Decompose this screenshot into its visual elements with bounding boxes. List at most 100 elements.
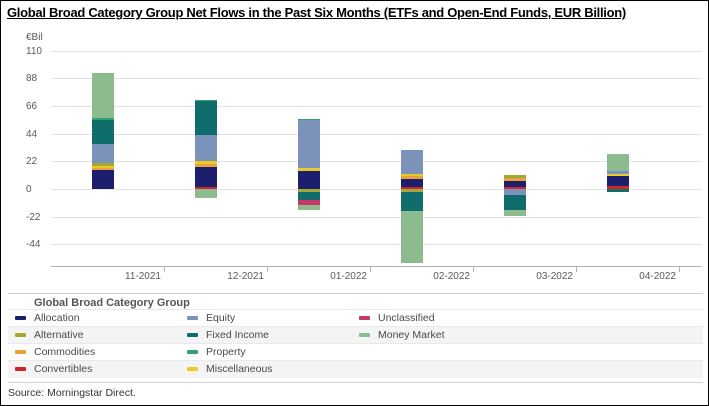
- bar-segment-money-market: [607, 154, 629, 172]
- y-axis-tick-label: 22: [26, 156, 38, 168]
- bar-segment-money-market: [195, 189, 217, 198]
- y-axis-tick-label: 110: [26, 45, 42, 57]
- bar-segment-commodities: [195, 163, 217, 167]
- y-axis-tick-label: 44: [26, 128, 38, 140]
- bar-segment-equity: [607, 171, 629, 174]
- legend-label: Equity: [206, 312, 236, 324]
- bar-segment-commodities: [92, 168, 114, 171]
- bar-segment-money-market: [401, 211, 423, 264]
- bar-segment-fixed-income: [298, 192, 320, 201]
- x-axis-tick: [267, 267, 268, 272]
- bar-segment-alternative: [401, 189, 423, 192]
- gridline: [51, 78, 702, 80]
- bar-segment-miscellaneous: [298, 168, 320, 172]
- bar-segment-money-market: [504, 210, 526, 217]
- y-axis-tick-label: 66: [26, 100, 38, 112]
- bar-segment-fixed-income: [504, 194, 526, 211]
- bar-segment-money-market: [92, 72, 114, 119]
- gridline: [51, 216, 702, 218]
- gridline: [51, 105, 702, 107]
- x-axis-tick: [370, 267, 371, 272]
- legend-swatch-convertibles: [15, 367, 26, 371]
- bar-segment-unclassified: [298, 200, 320, 205]
- bar-segment-fixed-income: [92, 120, 114, 145]
- legend-label: Unclassified: [378, 312, 435, 324]
- bar-segment-convertibles: [195, 187, 217, 189]
- x-axis-tick: [679, 267, 680, 272]
- x-axis-label: 03-2022: [536, 271, 573, 282]
- bar-segment-allocation: [504, 180, 526, 188]
- legend-label: Property: [206, 346, 246, 358]
- chart-title: Global Broad Category Group Net Flows in…: [7, 5, 626, 20]
- gridline: [51, 189, 702, 190]
- bar-segment-property: [195, 99, 217, 102]
- bar-segment-convertibles: [401, 187, 423, 189]
- bar-segment-alternative: [298, 189, 320, 193]
- bar-segment-miscellaneous: [195, 160, 217, 164]
- bar-segment-miscellaneous: [607, 173, 629, 177]
- legend-label: Money Market: [378, 329, 445, 341]
- bar-segment-allocation: [195, 166, 217, 188]
- bar-segment-miscellaneous: [401, 173, 423, 176]
- y-axis-unit-label: €Bil: [26, 32, 43, 43]
- legend-top-divider: [8, 293, 703, 294]
- legend-swatch-commodities: [15, 350, 26, 354]
- legend-row: [8, 343, 703, 361]
- bar-segment-equity: [401, 149, 423, 174]
- bar-segment-allocation: [401, 178, 423, 188]
- source-note: Source: Morningstar Direct.: [8, 387, 136, 399]
- legend-label: Commodities: [34, 346, 96, 358]
- legend-swatch-allocation: [15, 316, 26, 320]
- x-axis-label: 04-2022: [639, 271, 676, 282]
- bar-segment-miscellaneous: [92, 166, 114, 169]
- x-axis-tick: [576, 267, 577, 272]
- bar-segment-property: [298, 119, 320, 121]
- legend-label: Convertibles: [34, 363, 93, 375]
- legend-swatch-unclassified: [359, 316, 370, 320]
- legend: Allocation Equity Unclassified Alternative F…: [1, 309, 708, 379]
- x-axis-label: 02-2022: [433, 271, 470, 282]
- legend-row: [8, 326, 703, 344]
- x-axis-tick: [164, 267, 165, 272]
- bar-segment-equity: [298, 120, 320, 169]
- bar-segment-equity: [92, 144, 114, 164]
- bar-segment-allocation: [607, 176, 629, 187]
- chart-area: 110 88 66 44 22 0 -22 -44 11-2021 12-2021 01-2022 0…: [1, 1, 708, 291]
- y-axis-tick-label: 88: [26, 73, 38, 85]
- bar-segment-alternative: [92, 163, 114, 167]
- gridline: [51, 50, 702, 52]
- bar-segment-allocation: [92, 170, 114, 189]
- bar-segment-fixed-income: [195, 101, 217, 136]
- bar-segment-convertibles: [504, 187, 526, 189]
- legend-swatch-property: [187, 350, 198, 354]
- legend-label: Alternative: [34, 329, 84, 341]
- legend-swatch-equity: [187, 316, 198, 320]
- y-axis-tick-label: 0: [26, 184, 32, 195]
- x-axis-label: 01-2022: [330, 271, 367, 282]
- x-axis-tick: [473, 267, 474, 272]
- legend-row: [8, 360, 703, 378]
- legend-label: Miscellaneous: [206, 363, 273, 375]
- legend-title: Global Broad Category Group: [34, 297, 190, 309]
- legend-swatch-alternative: [15, 333, 26, 337]
- gridline: [51, 161, 702, 163]
- bar-segment-allocation: [298, 171, 320, 189]
- legend-label: Allocation: [34, 312, 80, 324]
- bar-segment-money-market: [298, 204, 320, 211]
- x-axis-label: 11-2021: [125, 271, 161, 282]
- x-axis-label: 12-2021: [227, 271, 264, 282]
- x-axis-line: [51, 266, 702, 267]
- bar-segment-convertibles: [607, 186, 629, 189]
- gridline: [51, 244, 702, 246]
- bar-segment-fixed-income: [607, 189, 629, 193]
- y-axis-tick-label: -22: [26, 211, 41, 223]
- legend-swatch-miscellaneous: [187, 367, 198, 371]
- bar-segment-commodities: [401, 175, 423, 179]
- bar-segment-equity: [195, 135, 217, 161]
- legend-swatch-money-market: [359, 333, 370, 337]
- bar-segment-property: [92, 118, 114, 121]
- bar-segment-alternative: [504, 174, 526, 178]
- legend-label: Fixed Income: [206, 329, 270, 341]
- bar-segment-fixed-income: [401, 191, 423, 212]
